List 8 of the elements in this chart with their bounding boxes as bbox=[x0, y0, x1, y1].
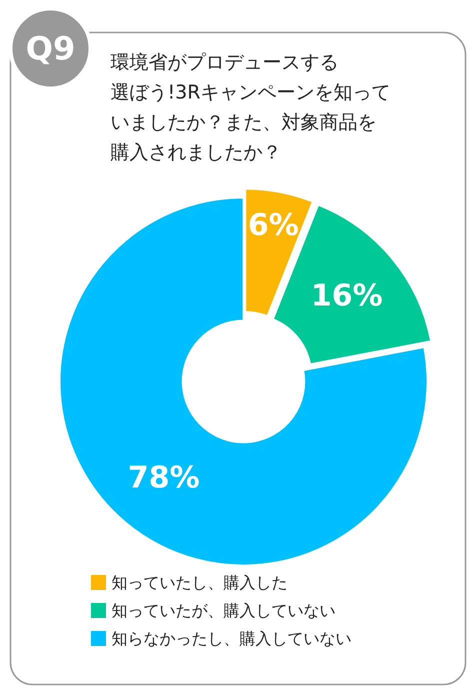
legend-label: 知っていたが、購入していない bbox=[112, 601, 336, 620]
text: Q9 bbox=[26, 30, 76, 68]
data-label: 78% bbox=[128, 460, 200, 496]
data-label: 6% bbox=[248, 208, 299, 243]
legend-label: 知らなかったし、購入していない bbox=[112, 629, 352, 648]
legend-label: 知っていたし、購入した bbox=[112, 573, 288, 592]
chart-title: 環境省がプロデュースする選ぼう!3Rキャンペーンを知っていましたか？また、対象商品を購入されましたか？ bbox=[110, 52, 390, 164]
data-label: 16% bbox=[310, 278, 383, 314]
